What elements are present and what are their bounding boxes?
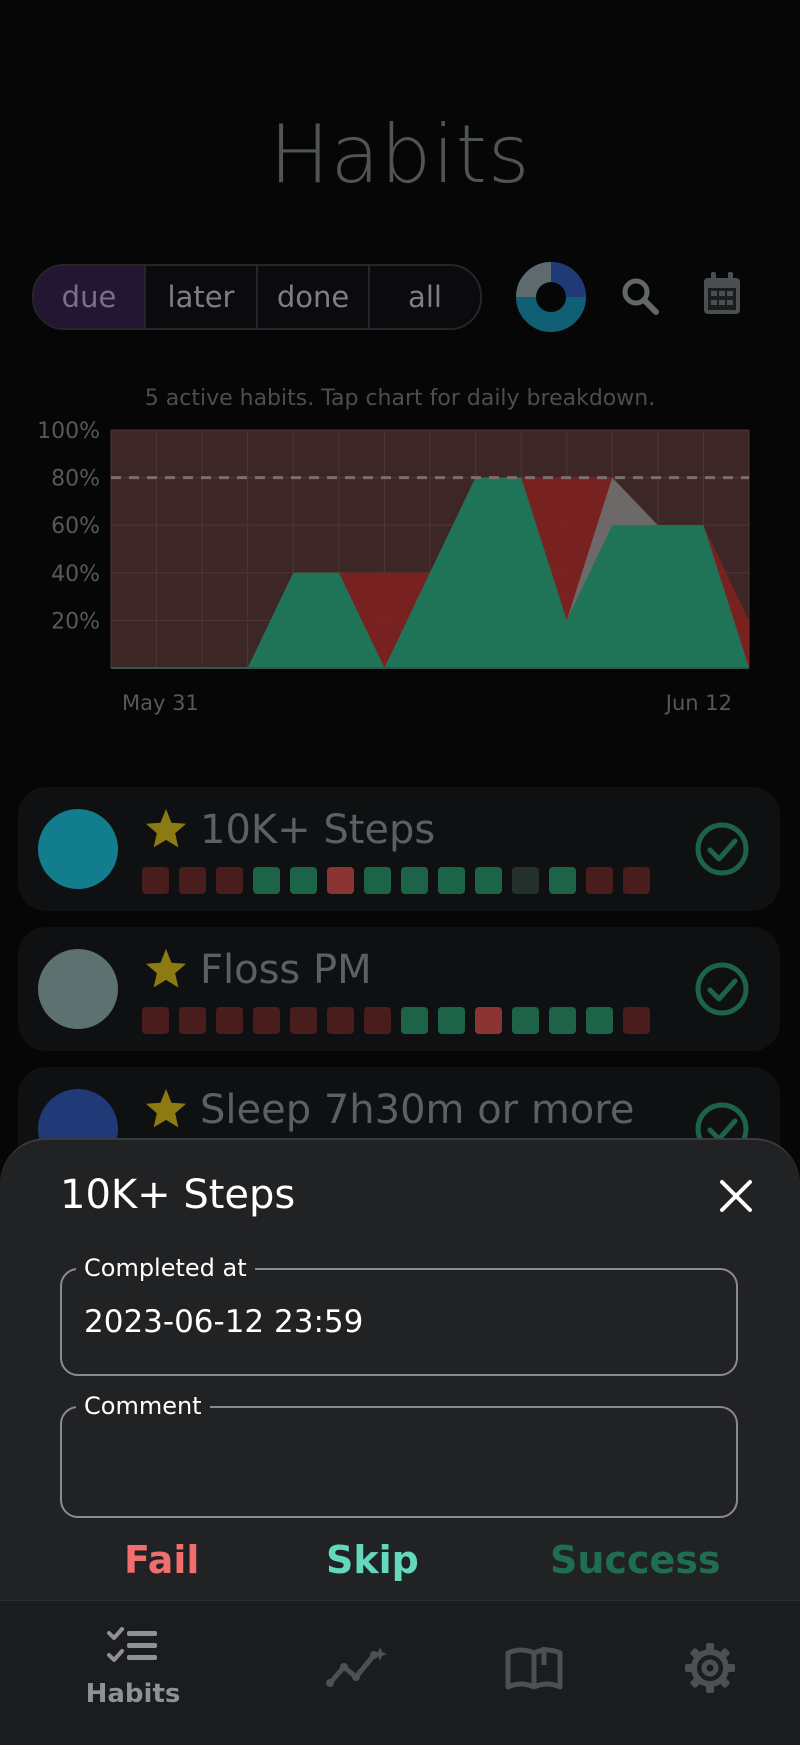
- habit-name: Floss PM: [200, 947, 372, 993]
- bottom-navigation: Habits: [0, 1600, 800, 1745]
- day-success: [290, 867, 317, 894]
- close-icon[interactable]: [716, 1176, 756, 1216]
- habit-name: Sleep 7h30m or more: [200, 1087, 635, 1133]
- completed-at-label: Completed at: [76, 1254, 255, 1282]
- chart-y-tick-label: 80%: [51, 467, 100, 492]
- chart-caption: 5 active habits. Tap chart for daily bre…: [144, 386, 656, 411]
- progress-donut-icon[interactable]: [514, 260, 588, 334]
- sheet-actions: Fail Skip Success: [0, 1538, 800, 1588]
- habit-card[interactable]: 10K+ Steps: [18, 787, 780, 911]
- comment-field[interactable]: Comment: [60, 1392, 738, 1518]
- habit-history: [142, 867, 650, 894]
- habit-name: 10K+ Steps: [200, 807, 436, 853]
- search-icon[interactable]: [620, 276, 660, 316]
- day-fail: [216, 867, 243, 894]
- day-success: [549, 1007, 576, 1034]
- habits-list-icon: [107, 1627, 157, 1662]
- tab-done[interactable]: done: [258, 266, 370, 328]
- check-circle-icon[interactable]: [694, 961, 750, 1017]
- comment-label: Comment: [76, 1392, 210, 1420]
- day-success: [401, 867, 428, 894]
- star-icon: [145, 948, 187, 988]
- day-fail: [142, 1007, 169, 1034]
- habit-avatar: [38, 949, 118, 1029]
- sheet-title: 10K+ Steps: [60, 1172, 296, 1218]
- habit-avatar: [38, 809, 118, 889]
- nav-item-settings[interactable]: [650, 1625, 770, 1699]
- nav-item-insights[interactable]: [296, 1625, 416, 1699]
- day-success: [253, 867, 280, 894]
- nav-item-library[interactable]: [474, 1625, 594, 1697]
- habit-card[interactable]: Floss PM: [18, 927, 780, 1051]
- nav-item-habits[interactable]: Habits: [73, 1625, 193, 1709]
- chart-y-tick-label: 40%: [51, 562, 100, 587]
- day-fail: [586, 867, 613, 894]
- completion-area-chart[interactable]: 100% 80% 60% 40% 20% May 31 Jun 12: [0, 420, 800, 720]
- day-fail: [253, 1007, 280, 1034]
- chart-y-tick-label: 100%: [37, 420, 100, 444]
- filter-segmented-control: due later done all: [32, 264, 482, 330]
- insights-icon: [326, 1647, 387, 1687]
- day-success: [364, 867, 391, 894]
- day-success: [549, 867, 576, 894]
- chart-x-label-end: Jun 12: [664, 691, 732, 715]
- calendar-icon[interactable]: [702, 272, 742, 316]
- book-icon: [505, 1647, 563, 1690]
- day-fail: [142, 867, 169, 894]
- day-success: [438, 1007, 465, 1034]
- day-fail-bright: [327, 867, 354, 894]
- day-fail: [364, 1007, 391, 1034]
- completed-at-value: 2023-06-12 23:59: [84, 1304, 364, 1340]
- habit-history: [142, 1007, 650, 1034]
- settings-icon: [685, 1643, 735, 1693]
- completed-at-field[interactable]: Completed at 2023-06-12 23:59: [60, 1254, 738, 1376]
- tab-due[interactable]: due: [34, 266, 146, 328]
- page-title: Habits: [269, 108, 531, 201]
- chart-x-label-start: May 31: [122, 691, 199, 715]
- day-success: [438, 867, 465, 894]
- day-fail: [216, 1007, 243, 1034]
- check-circle-icon[interactable]: [694, 821, 750, 877]
- success-button[interactable]: Success: [550, 1538, 721, 1582]
- day-fail: [623, 867, 650, 894]
- fail-button[interactable]: Fail: [124, 1538, 200, 1582]
- chart-y-tick-label: 60%: [51, 514, 100, 539]
- day-skip: [512, 867, 539, 894]
- day-success: [512, 1007, 539, 1034]
- day-success: [586, 1007, 613, 1034]
- day-fail-bright: [475, 1007, 502, 1034]
- chart-y-tick-label: 20%: [51, 609, 100, 634]
- nav-label-habits: Habits: [85, 1679, 181, 1709]
- day-success: [475, 867, 502, 894]
- tab-later[interactable]: later: [146, 266, 258, 328]
- log-entry-sheet: 10K+ Steps Completed at 2023-06-12 23:59…: [0, 1138, 800, 1600]
- tab-all[interactable]: all: [408, 280, 442, 314]
- day-fail: [290, 1007, 317, 1034]
- day-fail: [179, 1007, 206, 1034]
- day-fail: [179, 867, 206, 894]
- day-fail: [623, 1007, 650, 1034]
- star-icon: [145, 1088, 187, 1128]
- skip-button[interactable]: Skip: [326, 1538, 419, 1582]
- day-fail: [327, 1007, 354, 1034]
- star-icon: [145, 808, 187, 848]
- day-success: [401, 1007, 428, 1034]
